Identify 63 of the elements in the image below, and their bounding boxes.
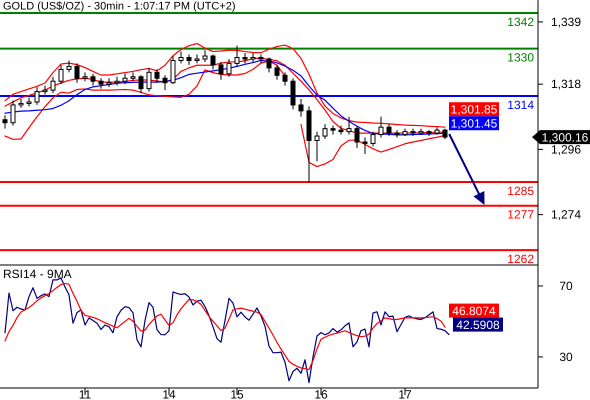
y-tick-label: 1,274 <box>550 208 582 222</box>
candlestick <box>314 131 320 162</box>
candlestick <box>442 128 448 140</box>
candlestick <box>242 52 248 64</box>
candlestick <box>266 57 272 73</box>
candlestick <box>234 45 240 67</box>
candlestick <box>74 62 80 84</box>
candlestick <box>90 73 96 86</box>
ref-line-label: 1330 <box>507 50 534 65</box>
candlestick <box>226 58 232 78</box>
candlestick <box>146 67 152 92</box>
candlestick <box>122 73 128 85</box>
candlestick <box>210 54 216 70</box>
candlestick <box>162 74 168 91</box>
candlestick <box>202 50 208 62</box>
data-label: 42.5908 <box>456 318 500 332</box>
candlestick <box>322 124 328 140</box>
y-tick-label: 30 <box>559 350 573 364</box>
candlestick <box>274 64 280 80</box>
candlestick <box>138 74 144 94</box>
ref-line-label: 1342 <box>507 15 534 30</box>
candlestick <box>386 124 392 137</box>
candlestick <box>354 125 360 148</box>
candlestick <box>218 61 224 80</box>
x-tick-label: 16 <box>314 388 328 400</box>
chart-title: RSI14 - 9MA <box>3 267 72 281</box>
data-label: 1,301.85 <box>450 102 498 117</box>
data-label: 46.8074 <box>452 304 496 318</box>
text: 1,300.16 <box>542 130 588 145</box>
candlestick <box>2 114 8 130</box>
candlestick <box>362 137 368 154</box>
x-tick-label: 17 <box>398 388 412 400</box>
ref-line-label: 1314 <box>507 98 534 112</box>
y-tick-label: 1,296 <box>550 142 582 156</box>
candlestick <box>178 51 184 64</box>
candlestick <box>370 131 376 147</box>
candlestick <box>10 100 16 126</box>
candlestick <box>98 78 104 90</box>
ref-line-label: 1285 <box>507 184 534 198</box>
candlestick <box>34 86 40 106</box>
x-tick-label: 15 <box>230 388 244 400</box>
candlestick <box>282 72 288 86</box>
ref-line-label: 1277 <box>507 208 534 222</box>
ref-line-label: 1262 <box>507 252 534 266</box>
candlestick <box>154 68 160 84</box>
candlestick <box>298 98 304 118</box>
x-tick-label: 11 <box>78 388 92 400</box>
candlestick <box>186 54 192 66</box>
candlestick <box>66 60 72 73</box>
candlestick <box>50 76 56 94</box>
y-tick-label: 70 <box>559 278 573 293</box>
candlestick <box>346 116 352 136</box>
line-series <box>4 282 446 370</box>
y-tick-label: 1,339 <box>550 14 582 29</box>
candlestick <box>290 78 296 110</box>
candlestick <box>378 116 384 138</box>
y-tick-label: 1,318 <box>550 77 582 92</box>
chart-title: GOLD (US$/OZ) - 30min - 1:07:17 PM (UTC+2) <box>3 0 236 12</box>
candlestick <box>58 64 64 85</box>
line-series <box>4 277 450 384</box>
data-label: 1,301.45 <box>450 116 498 131</box>
candlestick <box>170 56 176 85</box>
x-tick-label: 14 <box>162 388 176 400</box>
